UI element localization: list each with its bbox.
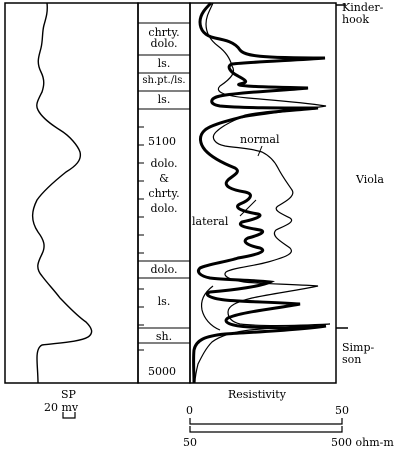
formation-simpson: Simp- son (342, 341, 375, 366)
sp-curve (31, 2, 93, 384)
normal-label-leader (257, 145, 263, 157)
formation-kinderhook: Kinder- hook (342, 1, 384, 26)
lithology-label-shale-limestone: sh.pt./ls. (142, 75, 186, 86)
depth-label-5100: 5100 (148, 135, 176, 148)
normal-curve (192, 1, 327, 384)
resistivity-scale1-min: 0 (186, 404, 193, 417)
lithology-boundaries (138, 22, 190, 344)
lithology-label-chert-dolomite: chrty. dolo. (148, 26, 180, 50)
resistivity-title: Resistivity (228, 388, 286, 401)
lateral-curve-segment (200, 285, 221, 331)
depth-ticks (138, 126, 144, 351)
sp-track-frame (4, 2, 139, 384)
curve-label-lateral: lateral (192, 215, 229, 228)
lithology-label-limestone-2: ls. (157, 93, 171, 106)
lithology-label-shale: sh. (155, 330, 173, 343)
resistivity-scale1-max: 50 (335, 404, 349, 417)
lithology-label-limestone-1: ls. (157, 57, 171, 70)
resistivity-scale2-max: 500 ohm-m (331, 436, 394, 449)
lateral-curve (194, 2, 331, 384)
lithology-label-dolomite: dolo. (150, 263, 178, 276)
resistivity-scale-bar-2 (189, 426, 343, 433)
curve-label-normal: normal (240, 133, 280, 146)
lithology-label-dolomite-chert: dolo. & chrty. dolo. (148, 157, 180, 215)
formation-viola: Viola (356, 173, 384, 186)
sp-title: SP (61, 388, 76, 401)
resistivity-track-frame (189, 2, 337, 384)
lithology-label-limestone-3: ls. (157, 295, 171, 308)
sp-scale-bar (62, 412, 76, 419)
depth-label-5000: 5000 (148, 365, 176, 378)
lateral-label-leader (239, 199, 257, 217)
resistivity-scale-bar-1 (189, 418, 343, 425)
resistivity-scale2-min: 50 (183, 436, 197, 449)
sp-scale-label: 20 mv (44, 401, 79, 414)
